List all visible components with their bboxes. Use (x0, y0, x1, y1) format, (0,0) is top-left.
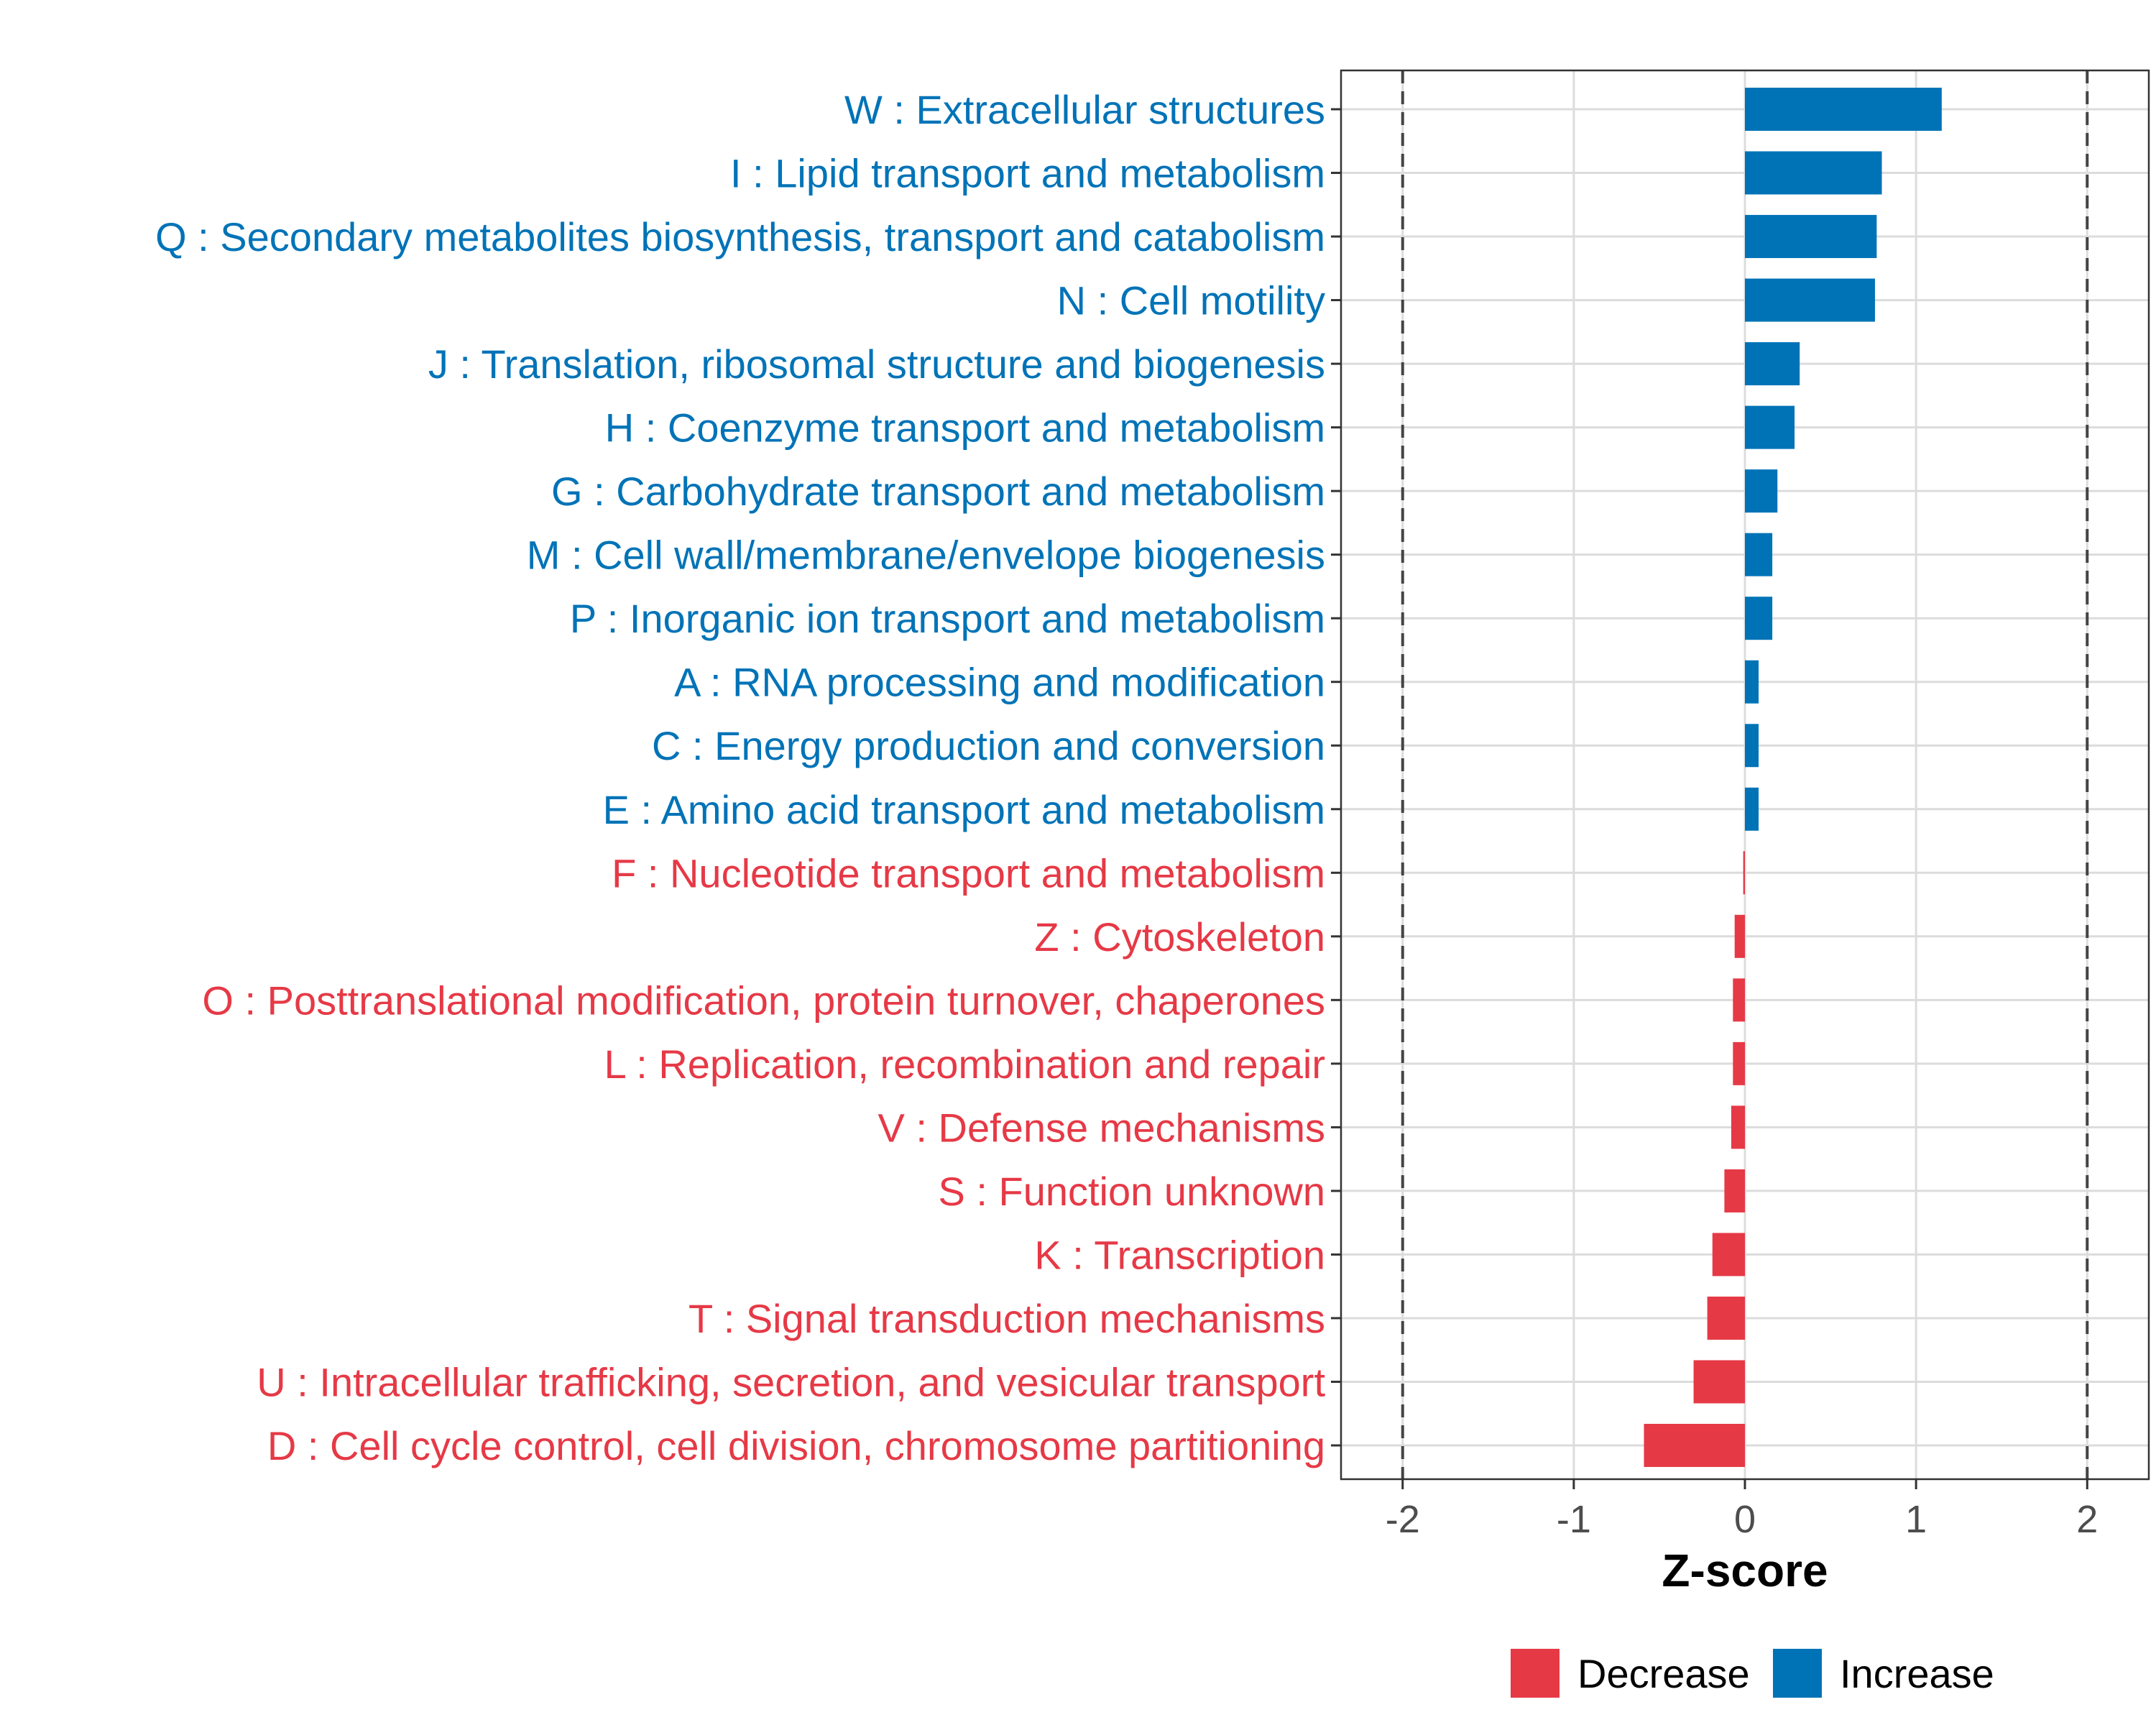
bar (1745, 787, 1759, 831)
bar (1745, 724, 1759, 768)
category-label: Z : Cytoskeleton (1034, 914, 1325, 960)
bar (1724, 1169, 1745, 1213)
bar (1745, 660, 1759, 704)
category-label: S : Function unknown (938, 1169, 1325, 1214)
bar (1745, 278, 1875, 322)
category-label: N : Cell motility (1057, 278, 1325, 323)
category-label: J : Translation, ribosomal structure and… (428, 341, 1325, 387)
category-label: D : Cell cycle control, cell division, c… (267, 1423, 1325, 1468)
x-axis-ticks: -2 -1 0 1 2 (1386, 1479, 2098, 1541)
x-tick-label: 0 (1734, 1498, 1756, 1541)
bar (1745, 215, 1877, 259)
bar (1745, 533, 1773, 576)
bar (1712, 1233, 1745, 1276)
bar (1734, 914, 1745, 958)
bar (1731, 1105, 1745, 1149)
category-label: O : Posttranslational modification, prot… (202, 978, 1325, 1023)
bar (1644, 1424, 1745, 1467)
legend-swatch (1773, 1649, 1822, 1698)
category-label: U : Intracellular trafficking, secretion… (257, 1359, 1325, 1404)
bar (1707, 1296, 1745, 1340)
category-label: H : Coenzyme transport and metabolism (605, 405, 1325, 451)
category-label: V : Defense mechanisms (878, 1105, 1325, 1150)
y-axis-category-labels: W : Extracellular structures I : Lipid tr… (155, 87, 1325, 1468)
bar (1693, 1360, 1745, 1404)
legend-swatch (1511, 1649, 1560, 1698)
category-label: I : Lipid transport and metabolism (730, 151, 1325, 196)
bar (1745, 405, 1795, 449)
x-axis-title: Z-score (1662, 1545, 1828, 1596)
reference-lines (1401, 70, 2089, 1479)
legend-label: Decrease (1577, 1651, 1750, 1696)
bar (1745, 342, 1800, 386)
x-tick-label: 2 (2076, 1498, 2098, 1541)
x-tick-label: 1 (1905, 1498, 1927, 1541)
category-label: Q : Secondary metabolites biosynthesis, … (155, 214, 1325, 259)
bar (1745, 151, 1882, 195)
bar (1743, 851, 1745, 895)
category-label: K : Transcription (1034, 1232, 1325, 1277)
category-label: G : Carbohydrate transport and metabolis… (551, 469, 1325, 514)
category-label: T : Signal transduction mechanisms (688, 1296, 1325, 1341)
category-label: C : Energy production and conversion (652, 723, 1325, 768)
bar-layer (1644, 88, 1942, 1467)
x-tick-label: -2 (1386, 1498, 1420, 1541)
bar (1733, 1041, 1745, 1085)
bar (1733, 978, 1745, 1022)
y-axis-ticks (1331, 108, 1341, 1447)
legend-label: Increase (1840, 1651, 1994, 1696)
x-tick-label: -1 (1557, 1498, 1591, 1541)
category-label: W : Extracellular structures (844, 87, 1325, 132)
legend: Decrease Increase (1511, 1649, 1994, 1698)
category-label: F : Nucleotide transport and metabolism (612, 850, 1325, 896)
category-label: A : RNA processing and modification (674, 660, 1325, 705)
category-label: M : Cell wall/membrane/envelope biogenes… (527, 533, 1325, 578)
category-label: E : Amino acid transport and metabolism (603, 787, 1325, 832)
bar (1745, 88, 1942, 131)
bar (1745, 469, 1778, 513)
bar (1745, 597, 1773, 640)
category-label: P : Inorganic ion transport and metaboli… (570, 596, 1325, 641)
category-label: L : Replication, recombination and repai… (604, 1041, 1325, 1087)
